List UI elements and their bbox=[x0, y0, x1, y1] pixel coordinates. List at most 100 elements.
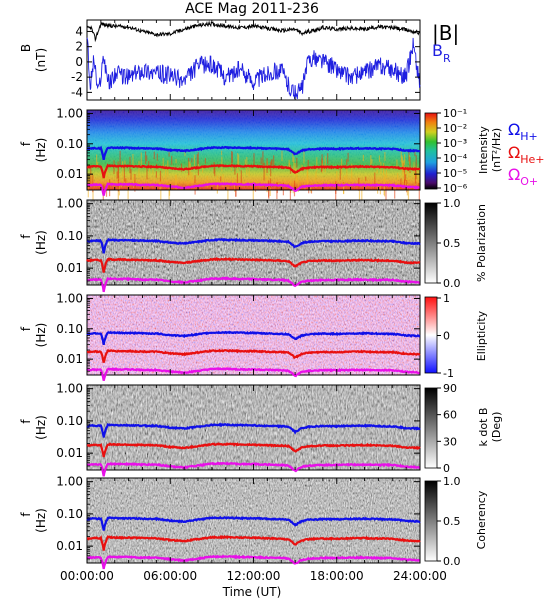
freq-tick-label: 0.01 bbox=[56, 261, 83, 275]
intensity-speckle bbox=[153, 151, 155, 160]
intensity-speckle bbox=[106, 167, 108, 179]
intensity-speckle bbox=[370, 155, 372, 167]
series-line-br bbox=[86, 37, 421, 100]
intensity-speckle bbox=[138, 160, 140, 178]
freq-tick-label: 1.00 bbox=[56, 382, 83, 396]
x-tick-label: 12:00:00 bbox=[227, 569, 281, 583]
intensity-speckle bbox=[236, 173, 238, 183]
intensity-speckle bbox=[415, 155, 417, 168]
freq-ylabel-f: f bbox=[19, 326, 33, 331]
intensity-speckle bbox=[244, 159, 246, 165]
panel-b: 420-2-4 B (nT) |B| BR bbox=[19, 19, 459, 101]
intensity-speckle bbox=[234, 168, 236, 175]
intensity-speckle bbox=[234, 180, 236, 192]
b-ylabel-1: B bbox=[19, 44, 33, 52]
intensity-speckle bbox=[133, 174, 135, 188]
intensity-speckle bbox=[288, 163, 290, 170]
intensity-speckle bbox=[240, 170, 242, 186]
colorbar-tick-label: 1.0 bbox=[443, 197, 461, 210]
gyro-line-h-plus bbox=[86, 330, 421, 345]
freq-tick-label: 0.01 bbox=[56, 446, 83, 460]
legend-br-main: B bbox=[432, 41, 443, 60]
x-tick-label: 00:00:00 bbox=[60, 569, 114, 583]
intensity-speckle bbox=[213, 162, 215, 174]
intensity-speckle bbox=[371, 159, 373, 164]
colorbar-tick-label: 10⁻⁵ bbox=[443, 167, 467, 180]
intensity-speckle bbox=[191, 158, 193, 163]
intensity-speckle bbox=[149, 168, 151, 173]
intensity-speckle bbox=[377, 184, 379, 194]
colorbar-tick-label: 1.0 bbox=[443, 475, 461, 488]
intensity-speckle bbox=[303, 151, 305, 164]
intensity-speckle bbox=[198, 163, 200, 169]
freq-tick-label: 0.10 bbox=[56, 507, 83, 521]
legend-he-plus: ΩHe+ bbox=[508, 143, 545, 166]
intensity-speckle bbox=[188, 161, 190, 171]
intensity-speckle bbox=[307, 171, 309, 187]
legend-br: BR bbox=[432, 41, 451, 65]
b-ylabel-2: (nT) bbox=[34, 48, 48, 72]
gyro-line-he-plus bbox=[86, 442, 421, 458]
intensity-speckle bbox=[269, 178, 272, 188]
intensity-speckle bbox=[227, 187, 229, 204]
intensity-speckle bbox=[376, 168, 378, 174]
intensity-speckle bbox=[122, 161, 124, 177]
intensity-speckle bbox=[294, 162, 296, 172]
intensity-speckle bbox=[295, 168, 297, 183]
intensity-speckle bbox=[117, 187, 119, 201]
legend-bmag: |B| bbox=[432, 21, 459, 45]
intensity-speckle bbox=[140, 152, 142, 168]
intensity-speckle bbox=[407, 189, 410, 207]
colorbar-tick-label: 0.5 bbox=[443, 515, 461, 528]
intensity-speckle bbox=[155, 171, 157, 178]
intensity-speckle bbox=[254, 182, 257, 192]
panel-polarization: % Polarization bbox=[86, 199, 488, 286]
gyro-line-he-plus bbox=[86, 348, 421, 363]
colorbar-tick-label: 10⁻² bbox=[443, 122, 467, 135]
intensity-speckle bbox=[273, 155, 275, 169]
freq-tick-label: 0.10 bbox=[56, 229, 83, 243]
legend-he-main: Ω bbox=[508, 143, 520, 162]
kdotb-colorbar bbox=[424, 387, 438, 469]
legend-he-sub: He+ bbox=[520, 153, 544, 166]
intensity-speckle bbox=[346, 168, 348, 185]
freq-tick-label: 1.00 bbox=[56, 197, 83, 211]
intensity-speckle bbox=[168, 186, 170, 202]
intensity-speckle bbox=[197, 152, 199, 164]
legend-o-plus: ΩO+ bbox=[508, 165, 538, 188]
intensity-speckle bbox=[134, 174, 136, 192]
intensity-speckle bbox=[417, 167, 419, 177]
freq-tick-label: 0.10 bbox=[56, 137, 83, 151]
intensity-speckle bbox=[252, 187, 254, 202]
intensity-speckle bbox=[401, 157, 403, 174]
intensity-speckle bbox=[162, 157, 164, 171]
colorbar-tick-label: 10⁻¹ bbox=[443, 107, 467, 120]
intensity-speckle bbox=[268, 182, 270, 199]
b-y-ticks: 4 20-2-4 bbox=[71, 24, 420, 99]
intensity-speckle bbox=[191, 172, 193, 188]
intensity-speckle bbox=[235, 187, 237, 197]
x-axis-label: Time (UT) bbox=[222, 585, 282, 599]
intensity-speckle bbox=[92, 174, 94, 193]
intensity-cbar-label-1: Intensity bbox=[477, 126, 490, 174]
intensity-speckle bbox=[146, 167, 148, 180]
x-tick-label: 18:00:00 bbox=[310, 569, 364, 583]
coherency-colorbar bbox=[424, 480, 438, 562]
intensity-speckle bbox=[189, 163, 191, 181]
colorbar-tick-label: 0.0 bbox=[443, 277, 461, 290]
b-ytick-label: 0 bbox=[75, 55, 83, 69]
intensity-speckle bbox=[404, 154, 406, 165]
intensity-speckle bbox=[222, 174, 224, 188]
intensity-speckle bbox=[346, 159, 348, 168]
kdotb-cbar-label-2: (Deg) bbox=[490, 412, 503, 443]
colorbar-tick-label: 0.5 bbox=[443, 237, 461, 250]
intensity-speckle bbox=[263, 162, 265, 181]
intensity-speckle bbox=[125, 178, 127, 183]
intensity-speckle bbox=[418, 187, 420, 200]
legend-h-plus: ΩH+ bbox=[508, 120, 538, 143]
freq-tick-label: 1.00 bbox=[56, 106, 83, 120]
freq-ylabel-hz: (Hz) bbox=[34, 230, 48, 255]
ellipticity-cbar-label: Ellipticity bbox=[475, 310, 488, 361]
intensity-speckle bbox=[414, 167, 417, 184]
